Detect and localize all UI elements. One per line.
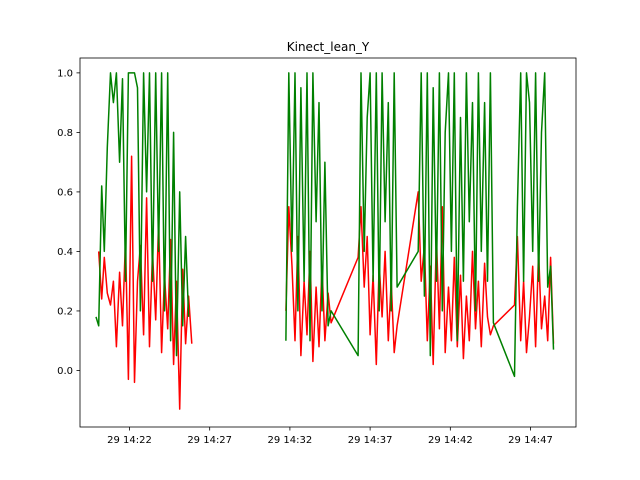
y-tick-label: 0.4 (57, 247, 73, 258)
axes-frame (79, 57, 577, 428)
y-tick-label: 0.0 (57, 366, 73, 377)
x-tick-label: 29 14:32 (268, 435, 313, 446)
chart-title: Kinect_lean_Y (287, 40, 370, 54)
series-1-line-segment-0 (95, 72, 190, 357)
x-tick-label: 29 14:37 (348, 435, 393, 446)
series-1-line-segment-1 (285, 72, 555, 378)
x-tick-label: 29 14:27 (187, 435, 232, 446)
y-tick-label: 0.8 (57, 128, 73, 139)
x-tick-label: 29 14:47 (508, 435, 553, 446)
series-0-line-segment-1 (285, 191, 555, 366)
y-tick-label: 1.0 (57, 68, 73, 79)
y-tick-label: 0.2 (57, 306, 73, 317)
x-tick-label: 29 14:42 (428, 435, 473, 446)
y-tick-label: 0.6 (57, 187, 73, 198)
plot-area (95, 72, 555, 410)
x-tick-label: 29 14:22 (107, 435, 152, 446)
axes: 0.0 0.2 0.4 0.6 0.8 1.0 29 14:22 29 14:27 29 14:… (57, 57, 577, 446)
